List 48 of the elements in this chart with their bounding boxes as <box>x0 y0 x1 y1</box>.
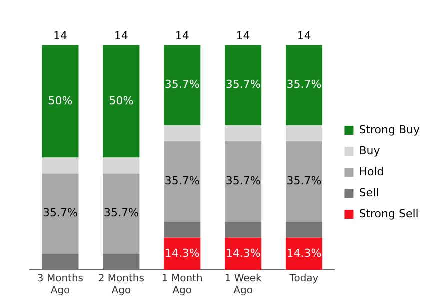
data-label: 35.7% <box>286 174 322 188</box>
bar <box>286 222 323 238</box>
bar <box>286 142 323 222</box>
bar <box>103 45 140 158</box>
data-label: 14.3% <box>286 246 322 260</box>
legend-label: Buy <box>359 144 381 158</box>
annotation: 14 <box>53 30 68 43</box>
data-label: 35.7% <box>164 174 200 188</box>
bar <box>164 142 201 222</box>
annotation: 14 <box>175 30 190 43</box>
bar <box>103 158 140 174</box>
bar <box>42 45 79 158</box>
data-label: 35.7% <box>164 78 200 92</box>
data-label: 50% <box>109 94 134 108</box>
bar <box>225 126 262 142</box>
x-tick-label: 1 Week Ago <box>224 274 262 297</box>
legend-label: Sell <box>359 186 380 200</box>
data-label: 35.7% <box>226 78 261 92</box>
bar <box>164 222 201 238</box>
annotation: 14 <box>236 30 250 43</box>
bar <box>164 126 201 142</box>
data-label: 14.3% <box>164 246 200 260</box>
bar <box>225 142 262 222</box>
bar <box>42 158 79 174</box>
annotation: 14 <box>297 30 312 43</box>
legend-label: Strong Sell <box>359 207 419 220</box>
data-label: 50% <box>48 94 73 108</box>
bar <box>225 222 262 238</box>
bar <box>42 174 79 254</box>
data-label: 35.7% <box>286 78 322 92</box>
bar <box>286 45 323 126</box>
bar <box>225 45 262 126</box>
bar <box>103 254 140 270</box>
bar <box>164 45 201 126</box>
data-label: 35.7% <box>42 206 78 220</box>
x-tick-label: Today <box>288 274 319 285</box>
x-tick-label: 3 Months Ago <box>37 274 84 297</box>
bar <box>286 126 323 142</box>
bar <box>103 174 140 254</box>
bar <box>42 254 79 270</box>
data-label: 35.7% <box>226 174 261 188</box>
data-label: 35.7% <box>104 206 139 220</box>
annotation: 14 <box>114 30 128 43</box>
legend-label: Hold <box>359 165 384 178</box>
legend-label: Strong Buy <box>359 123 420 136</box>
data-label: 14.3% <box>226 246 261 260</box>
x-tick-label: 1 Month Ago <box>162 274 203 297</box>
x-tick-label: 2 Months Ago <box>98 274 144 297</box>
